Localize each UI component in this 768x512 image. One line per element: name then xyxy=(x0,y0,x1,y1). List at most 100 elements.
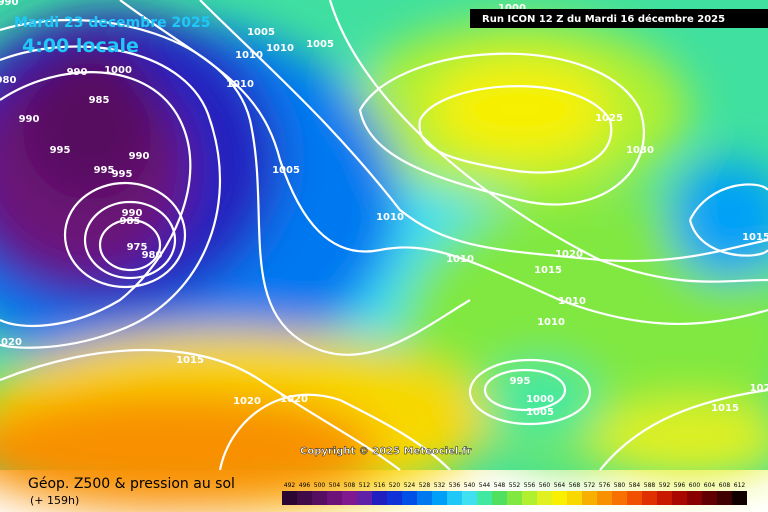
isobar-label: 1015 xyxy=(742,232,768,243)
isobar-label: 980 xyxy=(0,75,16,86)
colorbar-label: 548 xyxy=(494,482,506,489)
isobar-label: 1005 xyxy=(526,407,554,418)
isobar-label: 1000 xyxy=(104,65,132,76)
colorbar-label: 556 xyxy=(524,482,536,489)
isobar-label: 1005 xyxy=(272,165,300,176)
colorbar-swatch xyxy=(282,491,297,505)
isobar-label: 1015 xyxy=(176,355,204,366)
colorbar-swatch xyxy=(672,491,687,505)
colorbar-label: 540 xyxy=(464,482,476,489)
isobar-labels: 9901000100510051010101010109809901000985… xyxy=(0,0,768,418)
isobar-label: 1000 xyxy=(498,3,526,14)
isobar-label: 985 xyxy=(120,216,141,227)
isobar-label: 1010 xyxy=(235,50,263,61)
isobar-label: 1020 xyxy=(555,249,583,260)
colorbar-swatch xyxy=(417,491,432,505)
colorbar-label: 596 xyxy=(674,482,686,489)
colorbar-swatch xyxy=(507,491,522,505)
colorbar-swatch xyxy=(717,491,732,505)
colorbar-label: 536 xyxy=(449,482,461,489)
colorbar-label: 508 xyxy=(344,482,356,489)
colorbar-label: 604 xyxy=(704,482,716,489)
colorbar-swatch xyxy=(312,491,327,505)
colorbar-label: 572 xyxy=(584,482,596,489)
isobar-label: 995 xyxy=(510,376,531,387)
isobars xyxy=(0,0,768,426)
colorbar-swatch xyxy=(627,491,642,505)
isobar-label: 990 xyxy=(0,0,18,8)
colorbar-swatch xyxy=(582,491,597,505)
isobar-label: 1010 xyxy=(558,296,586,307)
colorbar-label: 612 xyxy=(734,482,746,489)
colorbar-label: 600 xyxy=(689,482,701,489)
colorbar-swatch xyxy=(537,491,552,505)
colorbar-swatch xyxy=(447,491,462,505)
isobar-label: 985 xyxy=(89,95,110,106)
isobar-label: 1010 xyxy=(266,43,294,54)
colorbar-label: 608 xyxy=(719,482,731,489)
isobar-label: 975 xyxy=(127,242,148,253)
colorbar-swatch xyxy=(732,491,747,505)
isobar-label: 1025 xyxy=(595,113,623,124)
run-banner xyxy=(470,9,768,28)
colorbar: 492 496 500 504 508 512 516 520 524 528 532 536 540 5… xyxy=(282,482,747,505)
colorbar-swatch xyxy=(432,491,447,505)
colorbar-swatch xyxy=(402,491,417,505)
colorbar-label: 520 xyxy=(389,482,401,489)
colorbar-label: 524 xyxy=(404,482,416,489)
isobar-label: 1005 xyxy=(247,27,275,38)
isobar-label: 990 xyxy=(67,67,88,78)
colorbar-swatch xyxy=(357,491,372,505)
colorbar-swatch xyxy=(327,491,342,505)
colorbar-label: 588 xyxy=(644,482,656,489)
isobar-label: 990 xyxy=(122,208,143,219)
colorbar-swatch xyxy=(642,491,657,505)
isobar-label: 1020 xyxy=(0,337,22,348)
colorbar-label: 528 xyxy=(419,482,431,489)
run-info: Run ICON 12 Z du Mardi 16 décembre 2025 xyxy=(482,13,725,25)
isobar-label: 1020 xyxy=(280,394,308,405)
colorbar-swatch xyxy=(342,491,357,505)
colorbar-label: 584 xyxy=(629,482,641,489)
isobar-label: 102 xyxy=(750,383,768,394)
colorbar-swatch xyxy=(297,491,312,505)
isobar-label: 995 xyxy=(50,145,71,156)
colorbar-label: 576 xyxy=(599,482,611,489)
isobar-label: 1000 xyxy=(526,394,554,405)
isobar-label: 1015 xyxy=(711,403,739,414)
isobar-label: 1010 xyxy=(537,317,565,328)
map-title: Géop. Z500 & pression au sol xyxy=(28,476,235,492)
isobar-label: 990 xyxy=(129,151,150,162)
colorbar-swatch xyxy=(387,491,402,505)
colorbar-swatch xyxy=(462,491,477,505)
colorbar-label: 504 xyxy=(329,482,341,489)
colorbar-label: 516 xyxy=(374,482,386,489)
colorbar-swatch xyxy=(702,491,717,505)
valid-date: Mardi 23 decembre 2025 xyxy=(14,15,211,31)
colorbar-swatch xyxy=(372,491,387,505)
isobar-label: 1005 xyxy=(306,39,334,50)
colorbar-label: 544 xyxy=(479,482,491,489)
colorbar-label: 580 xyxy=(614,482,626,489)
colorbar-label: 532 xyxy=(434,482,446,489)
copyright: Copyright © 2025 Meteociel.fr xyxy=(300,446,471,457)
colorbar-label: 564 xyxy=(554,482,566,489)
colorbar-label: 592 xyxy=(659,482,671,489)
colorbar-swatch xyxy=(477,491,492,505)
colorbar-label: 500 xyxy=(314,482,326,489)
isobar-label: 1010 xyxy=(376,212,404,223)
colorbar-swatch xyxy=(567,491,582,505)
isobar-label: 1020 xyxy=(233,396,261,407)
colorbar-swatch xyxy=(552,491,567,505)
colorbar-swatch xyxy=(492,491,507,505)
colorbar-label: 512 xyxy=(359,482,371,489)
isobar-label: 1030 xyxy=(626,145,654,156)
colorbar-label: 496 xyxy=(299,482,311,489)
colorbar-swatch xyxy=(522,491,537,505)
isobar-label: 990 xyxy=(19,114,40,125)
isobar-label: 1010 xyxy=(226,79,254,90)
colorbar-label: 492 xyxy=(284,482,296,489)
isobar-label: 995 xyxy=(94,165,115,176)
